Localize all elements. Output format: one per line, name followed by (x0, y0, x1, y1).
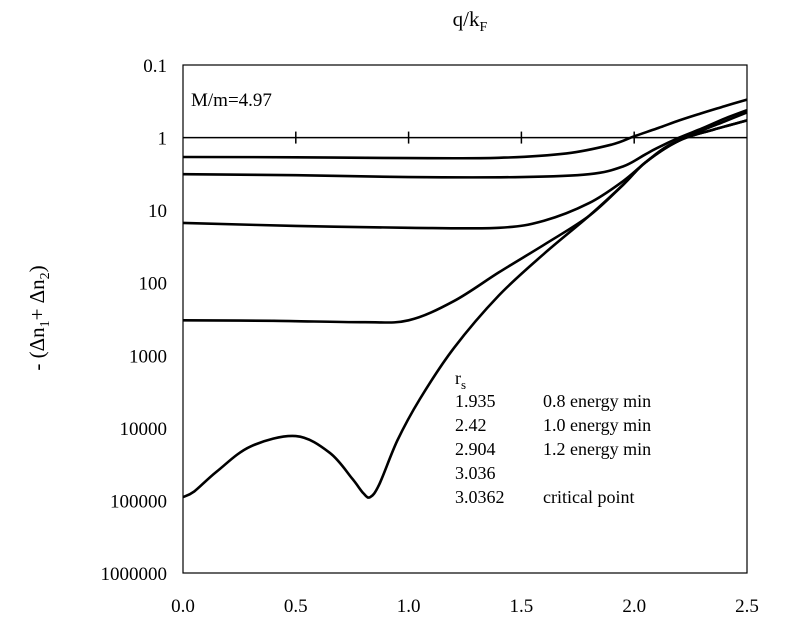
x-tick-label: 2.5 (735, 596, 759, 617)
y-tick-label: 1000 (129, 346, 167, 367)
legend-rs-value: 1.935 (455, 391, 496, 411)
legend-note: 1.2 energy min (543, 439, 651, 459)
x-tick-labels: 0.0 0.5 1.0 1.5 2.0 2.5 (171, 596, 759, 617)
legend-note: 1.0 energy min (543, 415, 651, 435)
legend-note: critical point (543, 487, 634, 507)
legend-rs-value: 2.42 (455, 415, 487, 435)
y-tick-label: 100000 (110, 491, 167, 512)
y-tick-label: 0.1 (143, 56, 167, 77)
x-tick-label: 1.0 (397, 596, 421, 617)
series-curves (182, 98, 748, 499)
legend-rs-value: 3.036 (455, 463, 496, 483)
mass-ratio-annotation: M/m=4.97 (191, 90, 272, 111)
plot-frame (182, 64, 748, 574)
reference-line (183, 131, 747, 144)
y-tick-label: 1 (158, 129, 168, 150)
y-tick-label: 10 (148, 201, 167, 222)
legend-note: 0.8 energy min (543, 391, 651, 411)
series-line-rs-2.904 (182, 111, 748, 230)
legend-header: rs (455, 368, 466, 392)
y-tick-label: 10000 (120, 419, 168, 440)
y-tick-label: 1000000 (101, 564, 168, 585)
y-tick-label: 100 (139, 274, 168, 295)
y-axis-title: - (Δn1+ Δn2) (25, 265, 53, 370)
x-axis-title: q/kF (453, 7, 488, 35)
series-line-rs-1.935 (182, 98, 748, 160)
legend-rs-value: 2.904 (455, 439, 496, 459)
legend-rs-value: 3.0362 (455, 487, 505, 507)
y-tick-labels: 0.1 1 10 100 1000 10000 100000 1000000 (101, 56, 168, 585)
x-tick-label: 1.5 (510, 596, 534, 617)
x-tick-label: 2.0 (622, 596, 646, 617)
x-axis-title-subscript: F (480, 20, 488, 35)
legend-rows: 1.935 0.8 energy min 2.42 1.0 energy min 2.9… (455, 391, 651, 507)
series-line-rs-3.0362 (182, 119, 748, 499)
x-tick-label: 0.0 (171, 596, 195, 617)
x-tick-label: 0.5 (284, 596, 308, 617)
legend: rs 1.935 0.8 energy min 2.42 1.0 energy min… (455, 368, 651, 507)
series-line-rs-2.42 (182, 108, 748, 179)
